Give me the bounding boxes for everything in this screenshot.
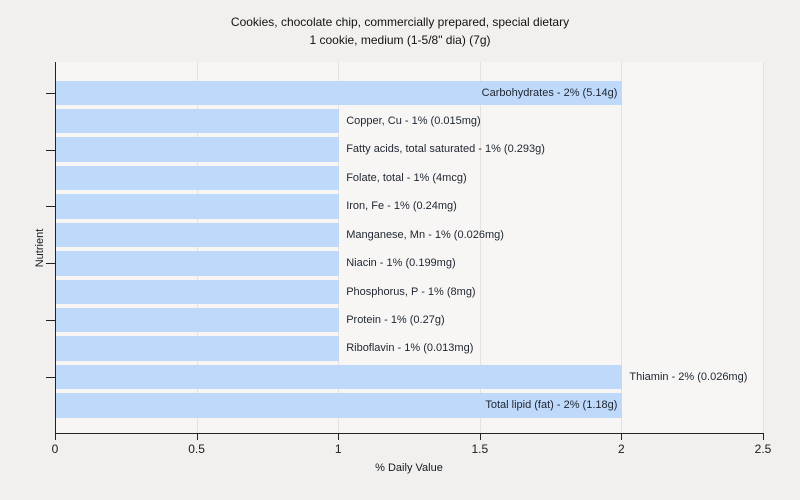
bar-label: Riboflavin - 1% (0.013mg) bbox=[346, 342, 474, 355]
bar-label: Fatty acids, total saturated - 1% (0.293… bbox=[346, 143, 545, 156]
gridline bbox=[338, 62, 340, 433]
x-tick-label: 2.5 bbox=[754, 442, 772, 456]
bar-label: Total lipid (fat) - 2% (1.18g) bbox=[485, 399, 618, 412]
y-tick bbox=[46, 92, 55, 94]
x-tick bbox=[55, 434, 56, 440]
bar bbox=[56, 251, 340, 276]
x-tick bbox=[479, 434, 481, 440]
y-tick bbox=[46, 206, 55, 208]
bar bbox=[56, 80, 623, 105]
y-axis-title: Nutrient bbox=[34, 228, 46, 268]
x-tick-label: 1 bbox=[334, 442, 342, 456]
plot-area: Carbohydrates - 2% (5.14g) Copper, Cu - 1… bbox=[46, 62, 771, 456]
y-tick bbox=[46, 263, 55, 265]
x-tick bbox=[196, 434, 198, 440]
x-tick-label: 2 bbox=[618, 442, 625, 456]
x-tick bbox=[763, 434, 764, 440]
bar bbox=[56, 108, 340, 134]
bar bbox=[56, 137, 340, 162]
y-tick bbox=[46, 149, 55, 151]
x-axis-title: % Daily Value bbox=[375, 462, 443, 474]
bar bbox=[56, 393, 623, 418]
gridline bbox=[196, 62, 198, 433]
gridline bbox=[621, 62, 623, 433]
chart-title: Cookies, chocolate chip, commercially pr… bbox=[0, 13, 800, 49]
bar bbox=[56, 165, 340, 191]
bar bbox=[56, 307, 340, 333]
bar-label: Copper, Cu - 1% (0.015mg) bbox=[346, 114, 481, 127]
bar bbox=[56, 336, 340, 361]
bar bbox=[56, 279, 340, 304]
chart-title-line1: Cookies, chocolate chip, commercially pr… bbox=[230, 15, 570, 29]
bar-label: Protein - 1% (0.27g) bbox=[346, 313, 445, 326]
gridline bbox=[763, 62, 764, 433]
bar-label: Manganese, Mn - 1% (0.026mg) bbox=[346, 228, 504, 241]
bar bbox=[56, 194, 340, 219]
bar bbox=[56, 364, 623, 390]
bar-label: Folate, total - 1% (4mcg) bbox=[346, 171, 467, 184]
bar-label: Phosphorus, P - 1% (8mg) bbox=[346, 285, 476, 298]
bar-label: Iron, Fe - 1% (0.24mg) bbox=[346, 200, 457, 213]
x-tick-label: 1.5 bbox=[471, 442, 489, 456]
x-tick bbox=[621, 434, 623, 440]
bar-label: Thiamin - 2% (0.026mg) bbox=[629, 370, 748, 383]
chart-title-line2: 1 cookie, medium (1-5/8" dia) (7g) bbox=[309, 33, 491, 47]
x-tick bbox=[338, 434, 340, 440]
gridline bbox=[479, 62, 481, 433]
y-tick bbox=[46, 377, 55, 379]
y-tick bbox=[46, 320, 55, 322]
bar-label: Niacin - 1% (0.199mg) bbox=[346, 257, 456, 270]
bar bbox=[56, 222, 340, 248]
x-tick-label: 0.5 bbox=[188, 442, 205, 456]
bar-label: Carbohydrates - 2% (5.14g) bbox=[481, 86, 618, 99]
x-tick-label: 0 bbox=[51, 442, 59, 456]
